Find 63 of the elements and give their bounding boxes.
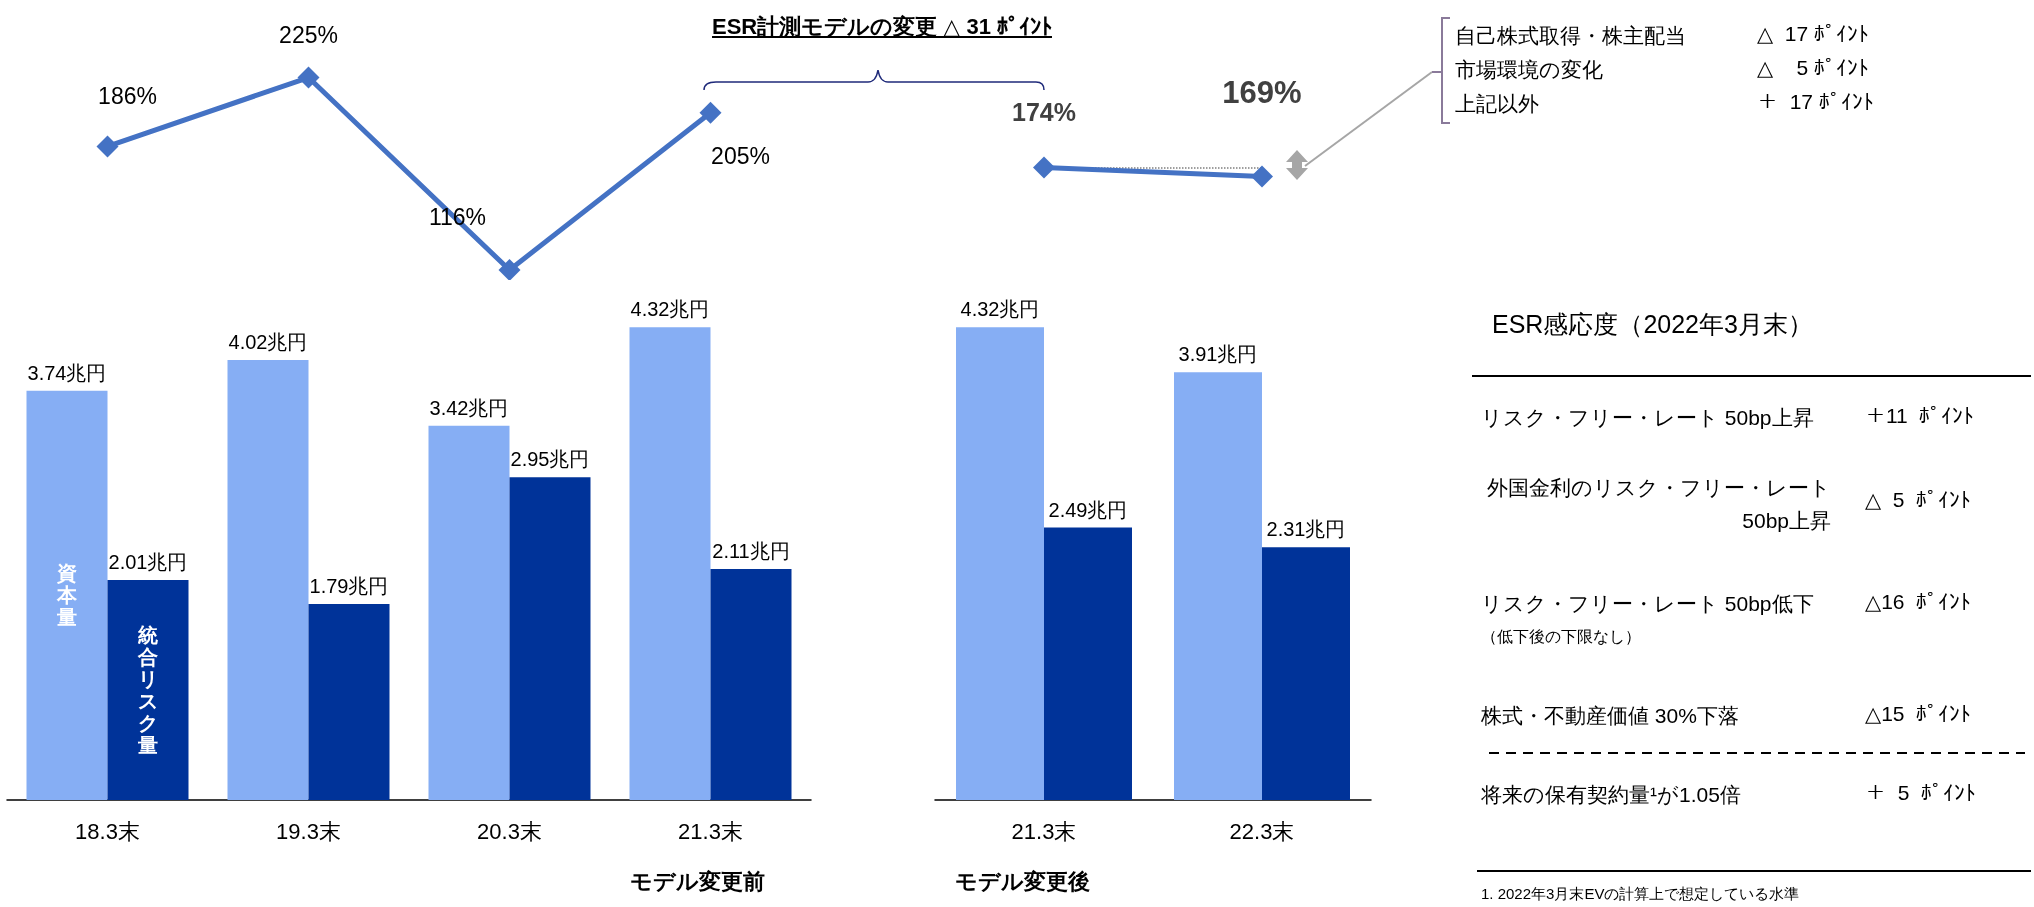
data-label: 4.02兆円 <box>228 331 308 354</box>
text: ＋11 ﾎﾟｲﾝﾄ <box>1865 404 1975 428</box>
data-label: 186% <box>98 82 157 109</box>
bar <box>1044 527 1132 800</box>
data-label: 1.79兆円 <box>309 575 389 598</box>
data-label: 3.74兆円 <box>27 361 107 384</box>
data-label: 4.32兆円 <box>630 298 710 321</box>
text: 市場環境の変化 <box>1455 57 1603 83</box>
bar <box>107 580 189 800</box>
data-label: 2.31兆円 <box>1266 518 1346 541</box>
bar <box>308 604 390 800</box>
bar <box>26 390 108 800</box>
data-label: 4.32兆円 <box>960 298 1040 321</box>
bar <box>428 425 510 800</box>
data-label: 174% <box>1012 98 1076 127</box>
bar <box>629 327 711 800</box>
text: ESR感応度（2022年3月末） <box>1492 309 1813 340</box>
x-tick-label: 19.3末 <box>276 818 341 844</box>
text: ＋ 5 ﾎﾟｲﾝﾄ <box>1865 781 1977 805</box>
data-label: 169% <box>1222 75 1302 111</box>
bar <box>1262 547 1350 800</box>
data-label: 2.95兆円 <box>510 448 590 471</box>
text: △ 17 ﾎﾟｲﾝﾄ <box>1757 22 1870 46</box>
x-tick-label: 21.3末 <box>678 818 743 844</box>
data-label: 205% <box>711 143 770 170</box>
x-tick-label: 18.3末 <box>75 818 140 844</box>
text: ESR計測モデルの変更 △ 31 ﾎﾟｲﾝﾄ <box>712 13 1052 41</box>
series-label: 資本量 <box>56 562 78 629</box>
x-tick-label: 20.3末 <box>477 818 542 844</box>
bar <box>1174 372 1262 800</box>
point <box>498 258 521 280</box>
text: 上記以外 <box>1455 91 1539 117</box>
x-axis-title: モデル変更後 <box>955 868 1090 894</box>
text: 将来の保有契約量¹が1.05倍 <box>1481 782 1741 808</box>
series-label: 統合リスク量 <box>137 624 158 757</box>
text: 1. 2022年3月末EVの計算上で想定している水準 <box>1481 885 1800 904</box>
text: 自己株式取得・株主配当 <box>1455 23 1686 49</box>
text: △16 ﾎﾟｲﾝﾄ <box>1865 590 1972 614</box>
x-tick-label: 21.3末 <box>1011 818 1077 844</box>
text: （低下後の下限なし） <box>1481 627 1641 647</box>
bar <box>509 477 591 800</box>
point <box>96 135 119 158</box>
x-axis-title: モデル変更前 <box>630 868 765 894</box>
text: リスク・フリー・レート 50bp低下 <box>1481 591 1814 617</box>
data-label: 3.42兆円 <box>429 396 509 419</box>
data-label: 3.91兆円 <box>1178 343 1258 366</box>
bar <box>227 360 309 800</box>
text: 株式・不動産価値 30%下落 <box>1481 703 1739 729</box>
bar <box>956 327 1044 800</box>
data-label: 2.01兆円 <box>108 551 188 574</box>
text: △ 5 ﾎﾟｲﾝﾄ <box>1757 56 1870 80</box>
point <box>297 66 320 89</box>
text: △ 5 ﾎﾟｲﾝﾄ <box>1865 488 1972 512</box>
bar <box>710 569 792 800</box>
text: △15 ﾎﾟｲﾝﾄ <box>1865 702 1972 726</box>
text: リスク・フリー・レート 50bp上昇 <box>1481 405 1814 431</box>
data-label: 2.11兆円 <box>712 540 790 563</box>
point <box>699 101 722 124</box>
data-label: 2.49兆円 <box>1048 498 1128 521</box>
data-label: 225% <box>279 22 338 49</box>
text: ＋ 17 ﾎﾟｲﾝﾄ <box>1757 90 1874 114</box>
x-tick-label: 22.3末 <box>1229 818 1295 844</box>
text: 外国金利のリスク・フリー・レート 50bp上昇 <box>1486 475 1831 534</box>
